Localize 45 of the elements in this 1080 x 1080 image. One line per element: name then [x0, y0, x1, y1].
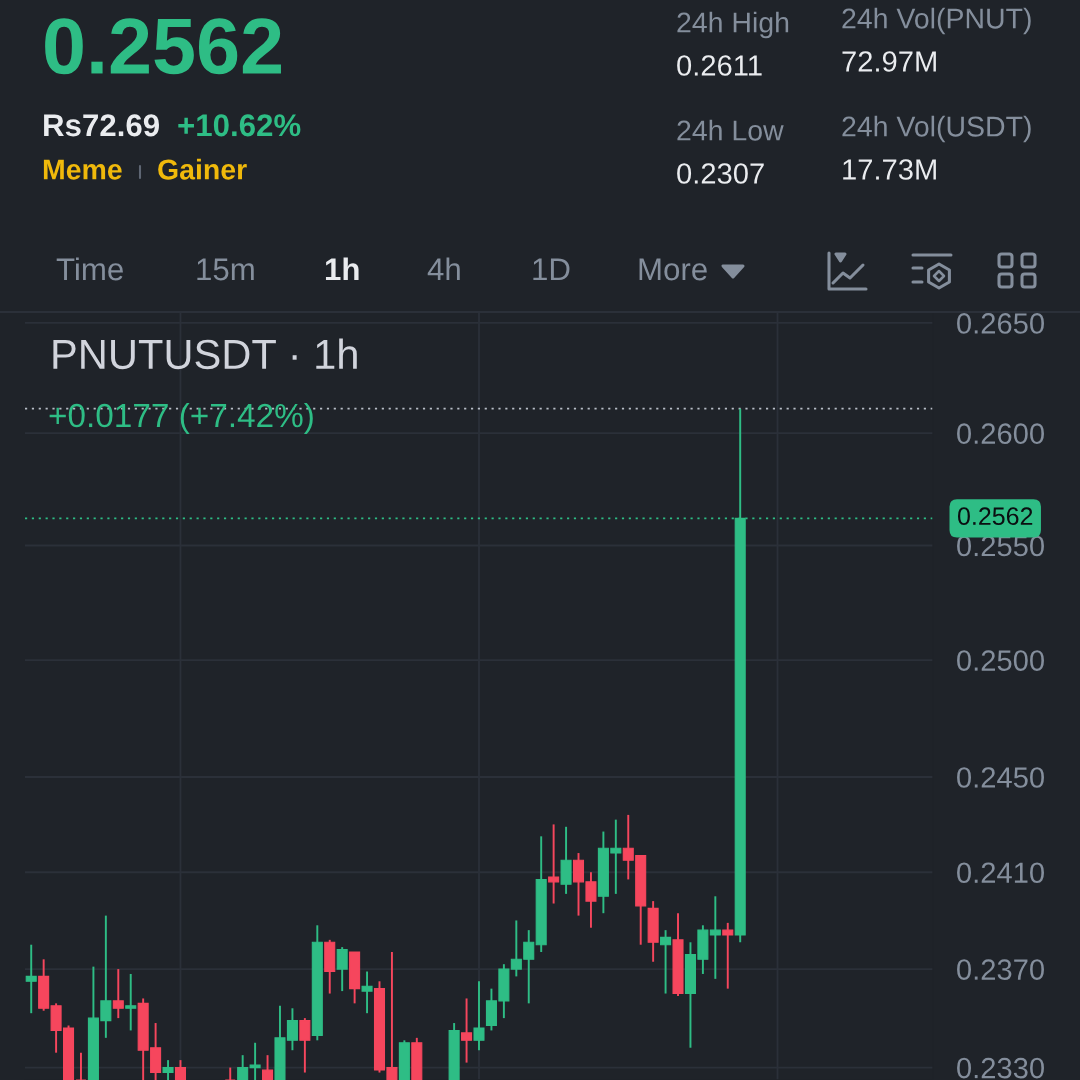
candlestick: [361, 970, 373, 1015]
text: 72.97M: [842, 51, 936, 72]
text: 15m: [197, 258, 254, 281]
text: 24h Vol(PNUT): [842, 7, 1031, 35]
y-tick-label: 0.2500: [957, 650, 1044, 671]
candlestick: [224, 1066, 236, 1080]
candlestick: [75, 1051, 87, 1080]
candlestick: [174, 1059, 187, 1080]
text: 4h: [427, 257, 460, 281]
text: 0.2307: [677, 163, 764, 184]
text: Rs72.69: [44, 114, 159, 137]
candlestick: [660, 929, 672, 995]
text: 17.73M: [843, 159, 936, 180]
y-tick-label: 0.2650: [957, 313, 1044, 334]
text: Time: [56, 257, 123, 281]
candlestick: [125, 972, 137, 1032]
candlestick: [25, 943, 37, 1015]
candlestick: [473, 980, 485, 1052]
candlestick: [162, 1059, 174, 1080]
y-tick-label: 0.2600: [957, 423, 1044, 444]
text: 0.2562: [45, 18, 281, 75]
text: More: [639, 258, 707, 281]
annotation: +0.0177 (+7.42%): [49, 402, 313, 434]
candlestick: [336, 946, 348, 993]
candlestick: [548, 823, 560, 905]
candlestick: [299, 1017, 311, 1074]
text: 1D: [533, 258, 570, 281]
text: PNUTUSDT · 1h: [53, 338, 357, 370]
candlestick: [112, 968, 124, 1020]
candlestick: [722, 921, 734, 990]
y-tick-label: 0.2330: [957, 1057, 1044, 1079]
y-tick-label: 0.2410: [957, 862, 1044, 884]
ref-line-label: 0.2562: [957, 507, 1033, 526]
candlestick: [262, 1054, 274, 1080]
text: +10.62%: [178, 114, 301, 137]
y-tick-label: 0.2370: [957, 959, 1044, 980]
text: 24h Vol(USDT): [842, 115, 1031, 143]
text: 24h High: [677, 11, 789, 39]
y-tick-label: 0.2450: [957, 767, 1044, 788]
text: Meme: [43, 159, 122, 180]
text: 0.2611: [677, 55, 762, 76]
candlestick: [461, 997, 473, 1064]
text: 1h: [325, 257, 359, 281]
text: 24h Low: [677, 119, 784, 141]
text: Gainer: [158, 158, 247, 180]
